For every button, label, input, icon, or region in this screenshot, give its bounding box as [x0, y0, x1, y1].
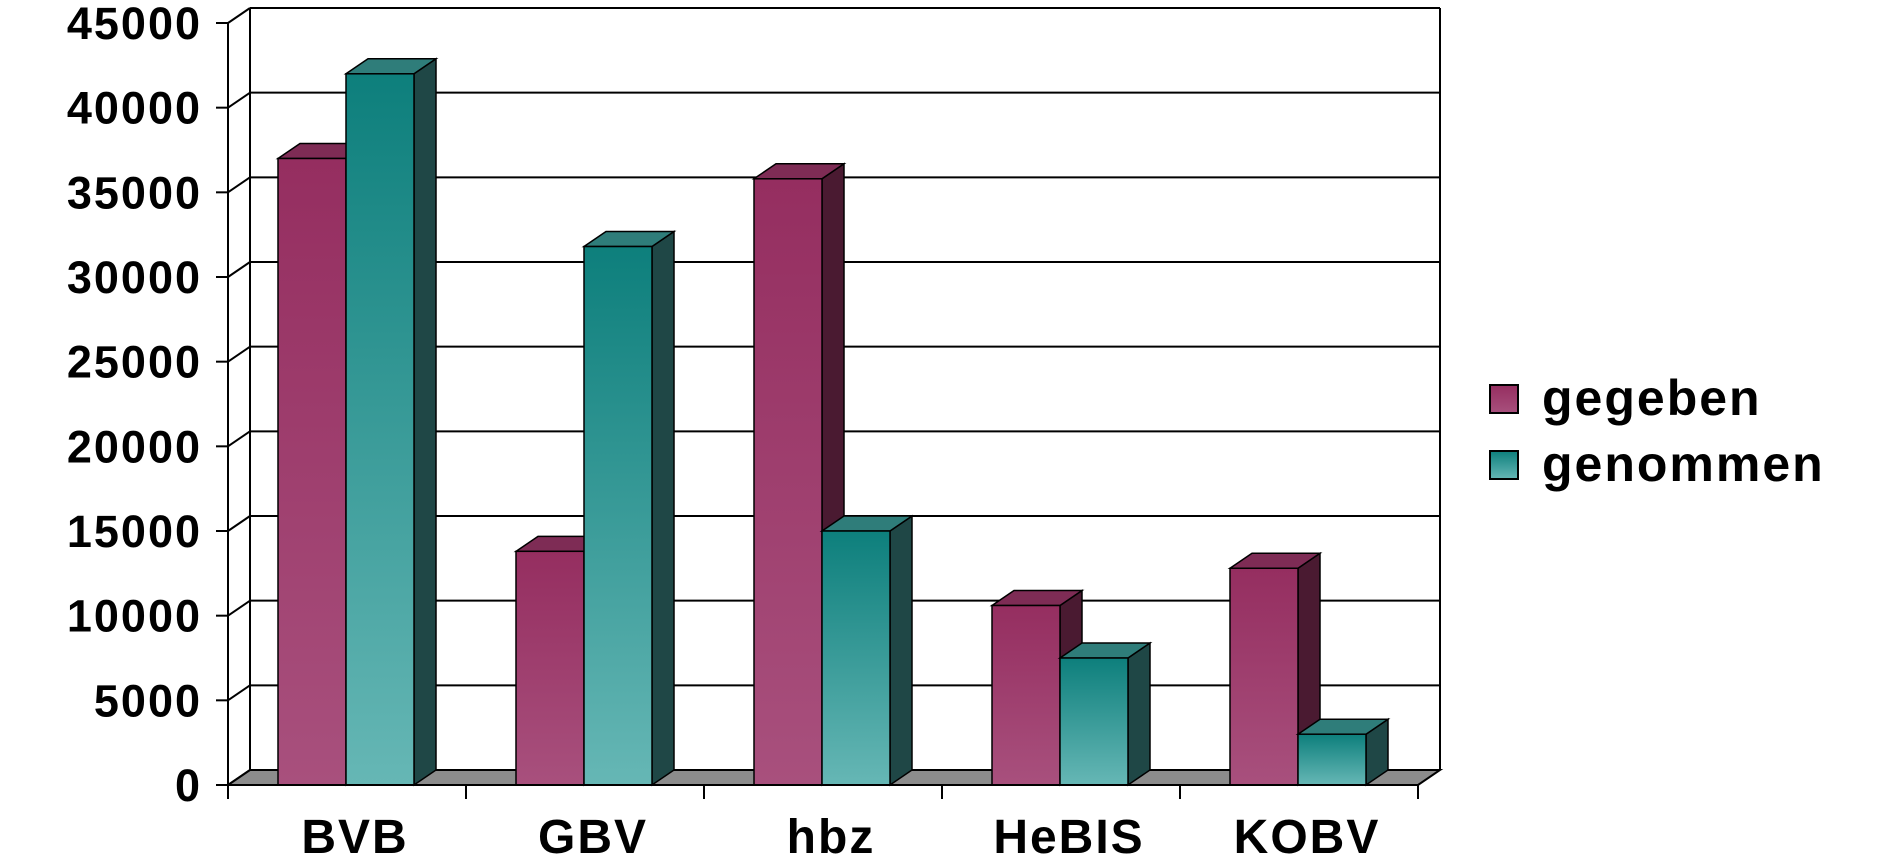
x-category-label: BVB — [301, 811, 408, 855]
bar-gegeben-KOBV — [1227, 551, 1323, 787]
bar-front-face — [583, 245, 653, 786]
bar-side-face — [889, 514, 913, 787]
legend-swatch — [1489, 384, 1519, 414]
x-category-label: HeBIS — [993, 811, 1144, 855]
bar-side-face — [413, 57, 437, 787]
bar-front-face — [753, 178, 823, 786]
y-tick-label: 20000 — [67, 421, 202, 472]
gridline-side — [227, 599, 251, 617]
bar-front-face — [1229, 567, 1299, 786]
x-category-label: hbz — [787, 811, 876, 855]
y-tick-label: 10000 — [67, 591, 202, 642]
bar-front-face — [345, 73, 415, 786]
legend: gegeben genommen — [1489, 370, 1825, 492]
gridline-side — [227, 345, 251, 363]
bar-front-face — [1059, 657, 1129, 786]
bars — [275, 57, 1391, 787]
bar-side-face — [651, 230, 675, 787]
bar-front-face — [515, 550, 585, 786]
bar-front-face — [277, 157, 347, 786]
bar-genommen-HeBIS — [1057, 641, 1153, 787]
bar-genommen-GBV — [581, 230, 677, 787]
y-tick-label: 30000 — [67, 252, 202, 303]
legend-item-gegeben: gegeben — [1489, 370, 1762, 426]
x-axis: BVB GBV hbz HeBIS KOBV — [227, 784, 1419, 855]
bar-genommen-KOBV — [1295, 717, 1391, 787]
y-tick-label: 25000 — [67, 337, 202, 388]
y-axis: 0 5000 10000 15000 20000 25000 30000 35000 40000… — [67, 0, 228, 811]
x-category-label: KOBV — [1234, 811, 1381, 855]
gridline-side — [227, 515, 251, 532]
legend-label: gegeben — [1542, 370, 1762, 426]
legend-label: genommen — [1542, 436, 1825, 492]
gridline-side — [227, 261, 251, 278]
y-tick-label: 45000 — [67, 0, 202, 49]
legend-item-genommen: genommen — [1489, 436, 1825, 492]
bar-front-face — [821, 530, 891, 786]
y-tick-label: 35000 — [67, 167, 202, 218]
y-tick-label: 0 — [175, 760, 202, 811]
bar-genommen-BVB — [343, 57, 439, 787]
gridline-side — [227, 91, 251, 109]
bar-side-face — [1127, 641, 1151, 787]
x-category-label: GBV — [538, 811, 648, 855]
y-tick-label: 40000 — [67, 83, 202, 134]
y-tick-label: 15000 — [67, 506, 202, 557]
y-tick-label: 5000 — [94, 675, 202, 726]
gridline-side — [227, 7, 251, 24]
bar-front-face — [991, 604, 1061, 786]
gridline-side — [227, 176, 251, 194]
bar-front-face — [1297, 733, 1367, 786]
gridline-side — [227, 430, 251, 448]
bar-genommen-hbz — [819, 514, 915, 787]
gridline-side — [227, 684, 251, 702]
legend-swatch — [1489, 450, 1519, 480]
